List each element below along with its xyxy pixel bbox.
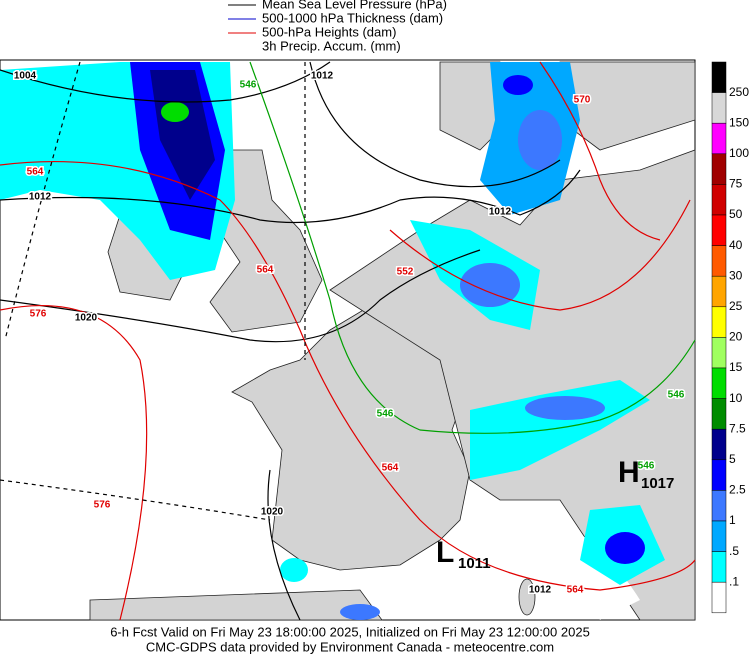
colorbar-box [711, 337, 727, 369]
colorbar-label: 100 [729, 146, 749, 160]
contour-label: 1012 [489, 207, 512, 218]
colorbar-box [711, 275, 727, 308]
sea [500, 510, 640, 620]
colorbar-label: 2.5 [729, 483, 746, 497]
contour-label: 1012 [311, 71, 334, 82]
land [89, 61, 696, 621]
contour-label: 1004 [14, 71, 37, 82]
contour-label: 1020 [261, 507, 284, 518]
colorbar-label: 150 [729, 115, 749, 129]
precipitation [0, 62, 665, 620]
colorbar-box [711, 122, 727, 155]
colorbar-label: 25 [729, 299, 743, 313]
colorbar-box [711, 306, 727, 338]
colorbar-label: 20 [729, 330, 743, 344]
contour-label: 564 [382, 463, 399, 474]
colorbar-label: 15 [729, 360, 743, 374]
legend: Mean Sea Level Pressure (hPa) 500-1000 h… [228, 0, 447, 53]
center-letter: H [618, 456, 640, 489]
colorbar-label: 5 [729, 452, 736, 466]
contour-label: 576 [30, 309, 47, 320]
contour-label: 564 [257, 265, 274, 276]
contour-label: 546 [668, 390, 685, 401]
colorbar-box [711, 184, 727, 216]
colorbar-label: 7.5 [729, 421, 746, 435]
footer-line: CMC-GDPS data provided by Environment Ca… [146, 639, 554, 654]
colorbar-box [711, 245, 727, 277]
colorbar-box [711, 367, 727, 399]
contour-label: 546 [377, 409, 394, 420]
colorbar-label: 1 [729, 513, 736, 527]
colorbar-label: 75 [729, 177, 743, 191]
colorbar-label: .1 [729, 574, 739, 588]
colorbar-label: 50 [729, 207, 743, 221]
colorbar-box [711, 214, 727, 246]
center-value: 1011 [458, 555, 491, 572]
contours [0, 61, 696, 621]
colorbar-box [711, 459, 727, 491]
contour-label: 564 [27, 167, 44, 178]
colorbar-box [711, 61, 727, 93]
contour-label: 1012 [29, 192, 52, 203]
colorbar-box [711, 153, 727, 185]
colorbar-label: 10 [729, 391, 743, 405]
colorbar-label: 40 [729, 238, 743, 252]
map: 1004 1012 546 564 1012 564 576 1020 552 1012 546 56… [0, 59, 696, 621]
legend-label: Mean Sea Level Pressure (hPa) [262, 0, 447, 11]
contour-label: 552 [397, 267, 414, 278]
contour-label: 546 [638, 461, 655, 472]
colorbar: 250 150 100 75 50 40 30 25 20 15 10 7.5 5 2.5 1 .5 .1 [711, 61, 749, 614]
colorbar-label: .5 [729, 544, 739, 558]
colorbar-label: 250 [729, 85, 749, 99]
colorbar-box [711, 551, 727, 583]
contour-label: 570 [574, 95, 591, 106]
legend-label: 500-1000 hPa Thickness (dam) [262, 10, 443, 25]
colorbar-box [711, 581, 727, 614]
colorbar-box [711, 398, 727, 430]
center-letter: L [436, 536, 454, 569]
colorbar-label: 30 [729, 268, 743, 282]
footer-line: 6-h Fcst Valid on Fri May 23 18:00:00 20… [110, 624, 590, 639]
colorbar-box [711, 490, 727, 522]
contour-label: 546 [240, 80, 257, 91]
contour-label: 1012 [529, 585, 552, 596]
legend-label: 3h Precip. Accum. (mm) [262, 38, 401, 53]
legend-label: 500-hPa Heights (dam) [262, 24, 396, 39]
colorbar-box [711, 520, 727, 552]
colorbar-box [711, 428, 727, 461]
center-value: 1017 [641, 475, 674, 492]
pressure-centers: H 1017 L 1011 [436, 456, 674, 572]
contour-label: 576 [94, 500, 111, 511]
colorbar-box [711, 92, 727, 124]
contour-label: 564 [567, 585, 584, 596]
contour-label: 1020 [75, 313, 98, 324]
